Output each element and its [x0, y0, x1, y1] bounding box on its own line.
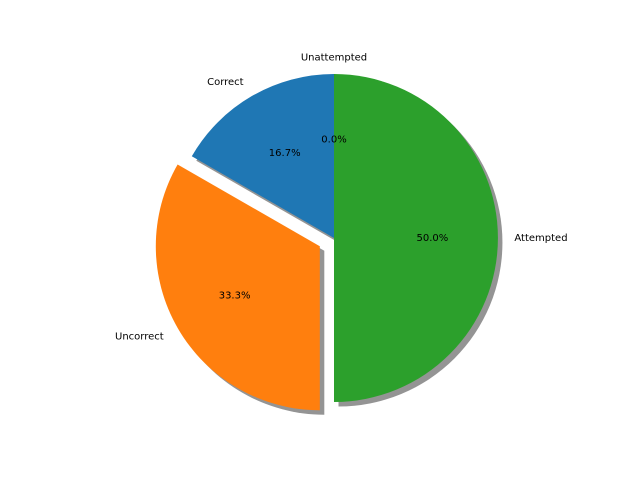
slice-label-attempted: Attempted: [514, 233, 567, 244]
slice-pct-uncorrect: 33.3%: [219, 291, 251, 302]
slice-label-correct: Correct: [207, 77, 244, 88]
slice-pct-unattempted: 0.0%: [321, 135, 346, 146]
slice-uncorrect: [155, 164, 320, 411]
slice-layer: [155, 74, 498, 411]
slice-attempted: [334, 74, 498, 402]
slice-label-unattempted: Unattempted: [301, 53, 367, 64]
label-layer: Correct 16.7% Uncorrect 33.3% Attempted 50.0%…: [115, 53, 568, 343]
slice-correct: [191, 74, 334, 238]
slice-pct-correct: 16.7%: [269, 148, 301, 159]
slice-label-uncorrect: Uncorrect: [115, 332, 164, 343]
slice-pct-attempted: 50.0%: [417, 233, 449, 244]
